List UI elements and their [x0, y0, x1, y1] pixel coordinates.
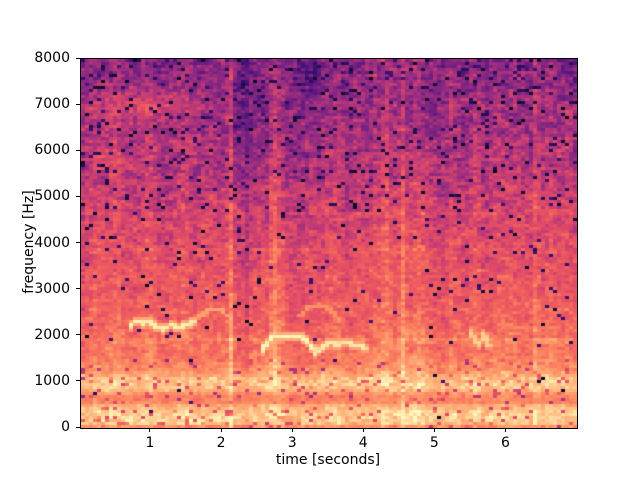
- x-tick-mark: [220, 428, 222, 432]
- y-tick-mark: [76, 242, 80, 243]
- x-tick-label: 3: [287, 435, 297, 451]
- y-tick-mark: [76, 103, 80, 105]
- x-tick-label: 5: [429, 435, 439, 451]
- x-tick-mark: [504, 428, 506, 432]
- x-tick-label: 1: [145, 435, 155, 451]
- y-tick-label: 3000: [34, 280, 70, 297]
- x-tick-label: 4: [358, 435, 368, 451]
- y-tick-mark: [76, 195, 80, 197]
- x-tick-label: 6: [500, 435, 510, 451]
- y-tick-mark: [76, 288, 80, 290]
- y-tick-label: 2000: [34, 326, 70, 343]
- y-tick-mark: [76, 57, 80, 59]
- spectrogram-canvas: [81, 59, 577, 428]
- x-axis-label: time [seconds]: [275, 452, 381, 468]
- y-tick-label: 6000: [34, 142, 70, 159]
- y-tick-label: 5000: [34, 188, 70, 205]
- plot-area: [80, 58, 578, 429]
- x-tick-mark: [149, 428, 151, 432]
- y-tick-label: 4000: [34, 234, 70, 251]
- x-tick-mark: [362, 428, 364, 432]
- y-tick-label: 0: [61, 419, 70, 435]
- x-tick-label: 2: [216, 435, 226, 451]
- y-tick-label: 1000: [34, 372, 70, 389]
- y-tick-label: 8000: [34, 50, 70, 66]
- x-tick-mark: [433, 428, 435, 432]
- y-tick-mark: [76, 426, 80, 428]
- y-tick-mark: [76, 334, 80, 336]
- y-tick-mark: [76, 380, 80, 382]
- y-tick-mark: [76, 149, 80, 151]
- y-tick-label: 7000: [34, 96, 70, 113]
- x-tick-mark: [291, 428, 293, 432]
